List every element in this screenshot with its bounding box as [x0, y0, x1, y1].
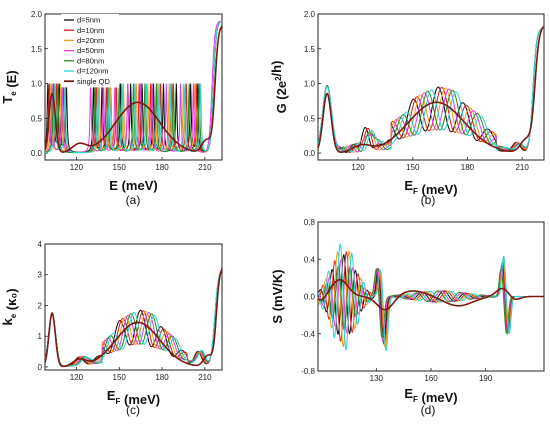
- y-tick-label: -0.8: [301, 367, 315, 376]
- x-axis-label: EF (meV): [404, 386, 457, 405]
- series-line-d120: [318, 27, 544, 153]
- series-line-single: [45, 25, 222, 153]
- x-tick-label: 130: [370, 374, 384, 383]
- y-tick-label: 2: [38, 301, 43, 310]
- y-tick-label: 1.5: [31, 45, 43, 54]
- x-axis-label: EF (meV): [404, 178, 457, 197]
- legend-label: d=50nm: [77, 46, 104, 55]
- y-tick-label: 0.8: [304, 218, 316, 227]
- y-tick-label: 0.4: [304, 255, 316, 264]
- series-line-d50: [318, 27, 544, 153]
- x-tick-label: 180: [461, 163, 475, 172]
- y-tick-label: 0: [38, 363, 43, 372]
- series-line-d120: [45, 269, 222, 367]
- x-tick-label: 150: [406, 163, 420, 172]
- y-tick-label: 2.0: [304, 10, 316, 19]
- legend-label: d=5nm: [77, 16, 100, 25]
- y-axis-label: G (2e2/h): [269, 61, 289, 114]
- series-line-d80: [45, 269, 222, 367]
- y-axis-label: ke (κ₀): [0, 288, 19, 325]
- y-tick-label: 0.0: [31, 149, 43, 158]
- y-axis-label: S (mV/K): [270, 269, 285, 323]
- series-group: [318, 243, 544, 351]
- chart-panel-d: 130 160 190 -0.8 -0.4 0.0 0.4 0.8 S (mV/K) EF (me…: [270, 218, 545, 417]
- panel-caption: (c): [126, 403, 140, 417]
- y-tick-label: 1.0: [304, 80, 316, 89]
- x-tick-label: 210: [198, 373, 212, 382]
- chart-panel-c: 120 150 180 210 0 1 2 3 4 ke (κ₀) EF (meV)(c): [0, 240, 223, 417]
- x-tick-label: 120: [70, 373, 84, 382]
- series-line-single: [318, 278, 544, 311]
- x-tick-label: 210: [198, 163, 212, 172]
- x-axis-label: E (meV): [109, 178, 157, 193]
- y-axis-label: Te (E): [0, 70, 19, 103]
- y-tick-label: 0.5: [31, 114, 43, 123]
- plot-frame: [44, 243, 223, 371]
- x-tick-label: 120: [351, 163, 365, 172]
- panel-caption: (d): [421, 403, 436, 417]
- legend-label: d=80nm: [77, 56, 104, 65]
- series-group: [45, 268, 222, 368]
- series-line-single: [318, 25, 544, 153]
- legend-label: d=120nm: [77, 67, 108, 76]
- panel-caption: (b): [421, 193, 436, 207]
- y-tick-label: 1.0: [31, 80, 43, 89]
- y-tick-label: 1: [38, 332, 43, 341]
- x-axis-label: EF (meV): [107, 388, 160, 407]
- legend-label: d=10nm: [77, 26, 104, 35]
- y-tick-label: 0.0: [304, 293, 316, 302]
- y-tick-label: 4: [38, 240, 43, 249]
- y-tick-label: 3: [38, 271, 43, 280]
- y-tick-label: 0.5: [304, 114, 316, 123]
- series-line-d120: [318, 243, 544, 351]
- y-tick-label: 2.0: [31, 10, 43, 19]
- series-line-d20: [318, 249, 544, 349]
- series-line-single: [45, 268, 222, 368]
- x-tick-label: 190: [479, 374, 493, 383]
- x-tick-label: 180: [155, 373, 169, 382]
- y-tick-label: -0.4: [301, 330, 315, 339]
- x-tick-label: 180: [155, 163, 169, 172]
- chart-panel-a: 120 150 180 210 0.0 0.5 1.0 1.5 2.0 Te (E) E (meV)…: [0, 10, 223, 207]
- legend-label: single QD: [77, 77, 111, 86]
- y-tick-label: 0.0: [304, 149, 316, 158]
- x-tick-label: 150: [113, 163, 127, 172]
- series-group: [318, 25, 544, 154]
- legend-label: d=20nm: [77, 36, 104, 45]
- chart-panel-b: 120 150 180 210 0.0 0.5 1.0 1.5 2.0 G (2e2/h) EF (…: [269, 10, 545, 207]
- panel-caption: (a): [126, 193, 141, 207]
- x-tick-label: 150: [113, 373, 127, 382]
- x-tick-label: 120: [70, 163, 84, 172]
- x-tick-label: 210: [515, 163, 529, 172]
- plot-frame: [44, 13, 223, 161]
- plot-frame: [317, 13, 545, 161]
- y-tick-label: 1.5: [304, 45, 316, 54]
- series-group: [45, 20, 222, 154]
- x-tick-label: 160: [424, 374, 438, 383]
